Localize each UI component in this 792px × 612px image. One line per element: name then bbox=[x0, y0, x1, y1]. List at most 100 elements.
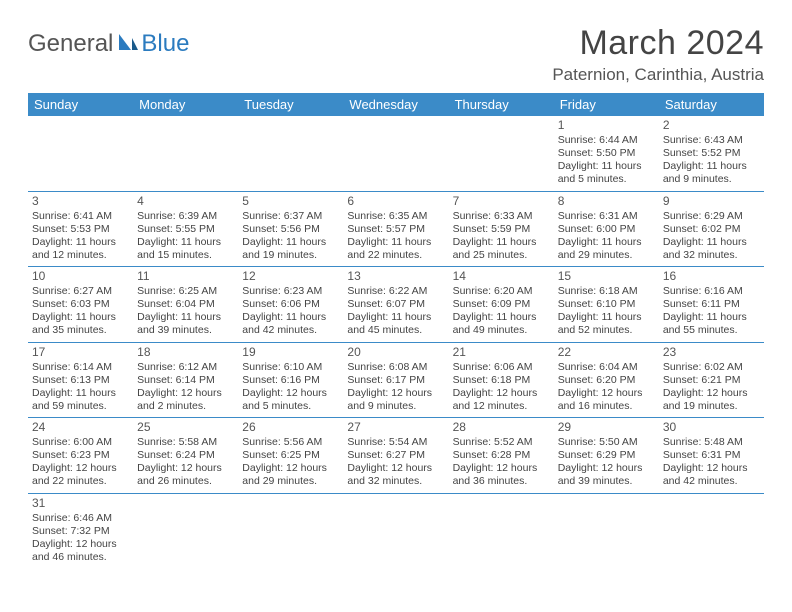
day-number: 9 bbox=[663, 194, 760, 209]
sunset-text: Sunset: 6:06 PM bbox=[242, 298, 339, 311]
day1-text: Daylight: 11 hours bbox=[32, 236, 129, 249]
sunrise-text: Sunrise: 6:33 AM bbox=[453, 210, 550, 223]
day-number: 20 bbox=[347, 345, 444, 360]
day-number: 24 bbox=[32, 420, 129, 435]
brand-logo: General Blue bbox=[28, 30, 189, 58]
day1-text: Daylight: 12 hours bbox=[32, 462, 129, 475]
day1-text: Daylight: 12 hours bbox=[137, 462, 234, 475]
calendar-day-cell: 21Sunrise: 6:06 AMSunset: 6:18 PMDayligh… bbox=[449, 342, 554, 418]
weekday-header-row: SundayMondayTuesdayWednesdayThursdayFrid… bbox=[28, 93, 764, 116]
day2-text: and 32 minutes. bbox=[347, 475, 444, 488]
day2-text: and 19 minutes. bbox=[663, 400, 760, 413]
day-number: 21 bbox=[453, 345, 550, 360]
calendar-day-cell: 8Sunrise: 6:31 AMSunset: 6:00 PMDaylight… bbox=[554, 191, 659, 267]
calendar-table: SundayMondayTuesdayWednesdayThursdayFrid… bbox=[28, 93, 764, 568]
calendar-day-cell: 13Sunrise: 6:22 AMSunset: 6:07 PMDayligh… bbox=[343, 267, 448, 343]
calendar-empty-cell bbox=[449, 116, 554, 191]
calendar-day-cell: 6Sunrise: 6:35 AMSunset: 5:57 PMDaylight… bbox=[343, 191, 448, 267]
day1-text: Daylight: 12 hours bbox=[137, 387, 234, 400]
sunset-text: Sunset: 6:07 PM bbox=[347, 298, 444, 311]
sunrise-text: Sunrise: 6:14 AM bbox=[32, 361, 129, 374]
day-number: 27 bbox=[347, 420, 444, 435]
sunrise-text: Sunrise: 5:48 AM bbox=[663, 436, 760, 449]
day1-text: Daylight: 11 hours bbox=[663, 236, 760, 249]
sunset-text: Sunset: 6:31 PM bbox=[663, 449, 760, 462]
weekday-header: Wednesday bbox=[343, 93, 448, 116]
weekday-header: Sunday bbox=[28, 93, 133, 116]
calendar-week-row: 3Sunrise: 6:41 AMSunset: 5:53 PMDaylight… bbox=[28, 191, 764, 267]
sunrise-text: Sunrise: 6:06 AM bbox=[453, 361, 550, 374]
calendar-day-cell: 25Sunrise: 5:58 AMSunset: 6:24 PMDayligh… bbox=[133, 418, 238, 494]
day2-text: and 35 minutes. bbox=[32, 324, 129, 337]
calendar-empty-cell bbox=[449, 493, 554, 568]
day1-text: Daylight: 11 hours bbox=[347, 311, 444, 324]
calendar-day-cell: 26Sunrise: 5:56 AMSunset: 6:25 PMDayligh… bbox=[238, 418, 343, 494]
day1-text: Daylight: 11 hours bbox=[558, 236, 655, 249]
calendar-day-cell: 24Sunrise: 6:00 AMSunset: 6:23 PMDayligh… bbox=[28, 418, 133, 494]
day1-text: Daylight: 11 hours bbox=[32, 387, 129, 400]
calendar-week-row: 17Sunrise: 6:14 AMSunset: 6:13 PMDayligh… bbox=[28, 342, 764, 418]
day1-text: Daylight: 11 hours bbox=[453, 236, 550, 249]
sunset-text: Sunset: 5:57 PM bbox=[347, 223, 444, 236]
sunset-text: Sunset: 5:50 PM bbox=[558, 147, 655, 160]
sunrise-text: Sunrise: 6:29 AM bbox=[663, 210, 760, 223]
calendar-day-cell: 5Sunrise: 6:37 AMSunset: 5:56 PMDaylight… bbox=[238, 191, 343, 267]
sunset-text: Sunset: 6:17 PM bbox=[347, 374, 444, 387]
sunrise-text: Sunrise: 6:27 AM bbox=[32, 285, 129, 298]
day1-text: Daylight: 11 hours bbox=[663, 160, 760, 173]
sunset-text: Sunset: 5:52 PM bbox=[663, 147, 760, 160]
sunrise-text: Sunrise: 6:08 AM bbox=[347, 361, 444, 374]
sunset-text: Sunset: 6:04 PM bbox=[137, 298, 234, 311]
calendar-empty-cell bbox=[659, 493, 764, 568]
sunset-text: Sunset: 6:14 PM bbox=[137, 374, 234, 387]
day2-text: and 39 minutes. bbox=[137, 324, 234, 337]
calendar-empty-cell bbox=[238, 116, 343, 191]
sunrise-text: Sunrise: 6:41 AM bbox=[32, 210, 129, 223]
day-number: 5 bbox=[242, 194, 339, 209]
sunset-text: Sunset: 7:32 PM bbox=[32, 525, 129, 538]
day2-text: and 42 minutes. bbox=[242, 324, 339, 337]
sunrise-text: Sunrise: 6:00 AM bbox=[32, 436, 129, 449]
calendar-day-cell: 7Sunrise: 6:33 AMSunset: 5:59 PMDaylight… bbox=[449, 191, 554, 267]
day1-text: Daylight: 11 hours bbox=[558, 311, 655, 324]
day1-text: Daylight: 12 hours bbox=[32, 538, 129, 551]
day2-text: and 9 minutes. bbox=[347, 400, 444, 413]
day1-text: Daylight: 11 hours bbox=[453, 311, 550, 324]
day2-text: and 42 minutes. bbox=[663, 475, 760, 488]
day-number: 13 bbox=[347, 269, 444, 284]
weekday-header: Thursday bbox=[449, 93, 554, 116]
day-number: 7 bbox=[453, 194, 550, 209]
day2-text: and 29 minutes. bbox=[242, 475, 339, 488]
day-number: 10 bbox=[32, 269, 129, 284]
sunset-text: Sunset: 5:53 PM bbox=[32, 223, 129, 236]
sunset-text: Sunset: 5:56 PM bbox=[242, 223, 339, 236]
calendar-day-cell: 29Sunrise: 5:50 AMSunset: 6:29 PMDayligh… bbox=[554, 418, 659, 494]
sunset-text: Sunset: 6:20 PM bbox=[558, 374, 655, 387]
sunset-text: Sunset: 6:10 PM bbox=[558, 298, 655, 311]
day2-text: and 12 minutes. bbox=[453, 400, 550, 413]
day2-text: and 22 minutes. bbox=[347, 249, 444, 262]
day2-text: and 12 minutes. bbox=[32, 249, 129, 262]
calendar-day-cell: 1Sunrise: 6:44 AMSunset: 5:50 PMDaylight… bbox=[554, 116, 659, 191]
day-number: 25 bbox=[137, 420, 234, 435]
calendar-day-cell: 4Sunrise: 6:39 AMSunset: 5:55 PMDaylight… bbox=[133, 191, 238, 267]
day-number: 2 bbox=[663, 118, 760, 133]
day1-text: Daylight: 12 hours bbox=[663, 387, 760, 400]
calendar-day-cell: 10Sunrise: 6:27 AMSunset: 6:03 PMDayligh… bbox=[28, 267, 133, 343]
sunrise-text: Sunrise: 6:37 AM bbox=[242, 210, 339, 223]
sunrise-text: Sunrise: 6:22 AM bbox=[347, 285, 444, 298]
calendar-day-cell: 17Sunrise: 6:14 AMSunset: 6:13 PMDayligh… bbox=[28, 342, 133, 418]
day2-text: and 15 minutes. bbox=[137, 249, 234, 262]
day2-text: and 5 minutes. bbox=[558, 173, 655, 186]
day1-text: Daylight: 12 hours bbox=[453, 462, 550, 475]
calendar-day-cell: 14Sunrise: 6:20 AMSunset: 6:09 PMDayligh… bbox=[449, 267, 554, 343]
calendar-day-cell: 23Sunrise: 6:02 AMSunset: 6:21 PMDayligh… bbox=[659, 342, 764, 418]
day1-text: Daylight: 11 hours bbox=[137, 311, 234, 324]
sunset-text: Sunset: 6:09 PM bbox=[453, 298, 550, 311]
calendar-day-cell: 27Sunrise: 5:54 AMSunset: 6:27 PMDayligh… bbox=[343, 418, 448, 494]
weekday-header: Tuesday bbox=[238, 93, 343, 116]
day1-text: Daylight: 12 hours bbox=[453, 387, 550, 400]
day-number: 29 bbox=[558, 420, 655, 435]
day1-text: Daylight: 12 hours bbox=[558, 387, 655, 400]
sunrise-text: Sunrise: 5:56 AM bbox=[242, 436, 339, 449]
